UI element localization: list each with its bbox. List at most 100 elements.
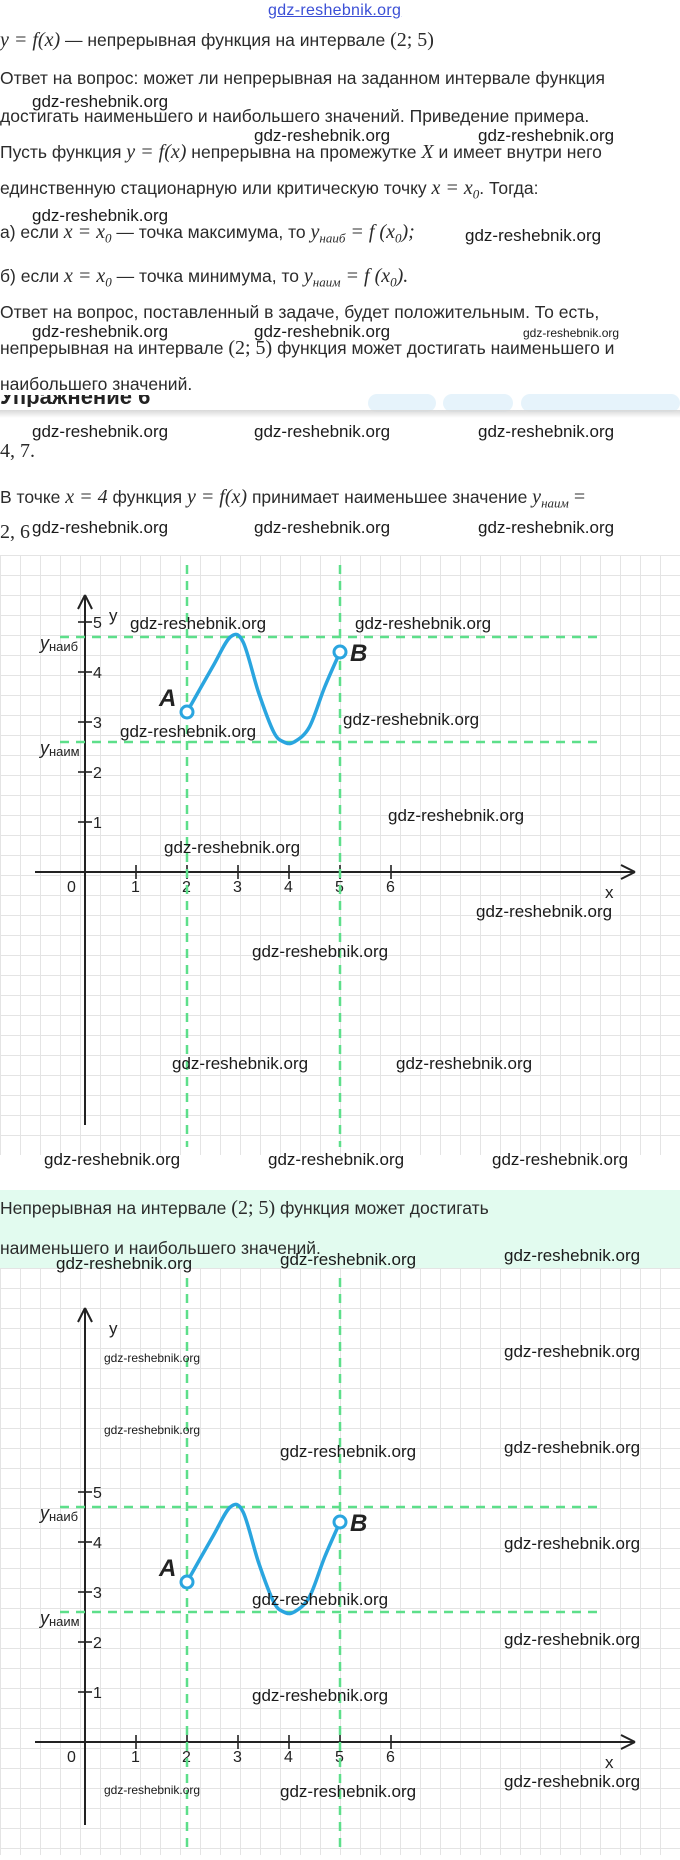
point-marker xyxy=(332,1514,348,1530)
watermark: gdz-reshebnik.org xyxy=(32,322,169,341)
x-axis-arrow xyxy=(620,1734,636,1750)
watermark: gdz-reshebnik.org xyxy=(504,1438,641,1457)
watermark: gdz-reshebnik.org xyxy=(164,838,301,857)
math-expression: y = f(x) xyxy=(0,29,61,51)
point-marker xyxy=(179,704,195,720)
math-subscript: наиб xyxy=(319,230,346,246)
math-interval: (2; 5) xyxy=(228,337,273,359)
text-fragment: единственную стационарную или критическу… xyxy=(0,178,432,198)
x-tick-label: 6 xyxy=(386,879,395,896)
y-min-label-sub: наим xyxy=(49,744,80,759)
math-expression: y xyxy=(303,265,313,287)
exercise-heading: Упражнение 6 xyxy=(0,395,150,407)
math-expression: y = f(x) xyxy=(126,141,187,163)
answer-line-2: непрерывная на интервале (2; 5) функция … xyxy=(0,338,614,358)
paragraph-line-1: Пусть функция y = f(x) непрерывна на про… xyxy=(0,142,602,162)
watermark: gdz-reshebnik.org xyxy=(268,1150,405,1169)
watermark: gdz-reshebnik.org xyxy=(492,1150,629,1169)
x-tick-label: 5 xyxy=(335,1749,344,1766)
math-subscript: наим xyxy=(312,274,341,290)
watermark: gdz-reshebnik.org xyxy=(504,1630,641,1649)
nav-pill[interactable] xyxy=(443,394,513,412)
watermark: gdz-reshebnik.org xyxy=(504,1342,641,1361)
y-max-label: yнаиб xyxy=(38,1503,78,1524)
math-expression: = f (x xyxy=(345,221,395,243)
x-tick-label: 1 xyxy=(131,879,140,896)
text-fragment: непрерывная на интервале xyxy=(0,338,229,358)
value-text: 4, 7. xyxy=(0,440,35,462)
watermark: gdz-reshebnik.org xyxy=(32,206,169,225)
math-expression: = xyxy=(568,486,586,508)
watermark: gdz-reshebnik.org xyxy=(280,1250,417,1269)
point-label: A xyxy=(158,1555,176,1582)
site-link[interactable]: gdz-reshebnik.org xyxy=(268,2,402,19)
math-expression: ); xyxy=(401,221,415,243)
graph-panel-2: x y 0 1 2 3 4 5 6 1 2 3 4 5 yнаиб yнаим A B xyxy=(0,1268,680,1855)
watermark: gdz-reshebnik.org xyxy=(252,1590,389,1609)
function-curve xyxy=(185,632,342,746)
point-label: B xyxy=(350,1510,367,1537)
watermark: gdz-reshebnik.org xyxy=(56,1254,193,1273)
question-line-1: Ответ на вопрос: может ли непрерывная на… xyxy=(0,68,605,88)
question-line-2: достигать наименьшего и наибольшего знач… xyxy=(0,106,590,126)
math-interval: (2; 5) xyxy=(231,1197,276,1219)
watermark: gdz-reshebnik.org xyxy=(254,422,391,441)
watermark: gdz-reshebnik.org xyxy=(32,422,169,441)
y-min-label-sub: наим xyxy=(49,1614,80,1629)
nav-pill[interactable] xyxy=(521,394,680,412)
watermark: gdz-reshebnik.org xyxy=(104,1351,201,1365)
y-tick-label: 1 xyxy=(93,815,102,832)
case-a: а) если x = x0 — точка максимума, то yна… xyxy=(0,222,415,249)
math-expression: x = x xyxy=(63,221,106,243)
math-expression: X xyxy=(421,141,434,163)
watermark: gdz-reshebnik.org xyxy=(172,1054,309,1073)
function-curve xyxy=(185,1502,342,1616)
watermark: gdz-reshebnik.org xyxy=(120,722,257,741)
header-shadow xyxy=(0,410,680,418)
x-tick-label: 3 xyxy=(233,879,242,896)
y-tick-label: 3 xyxy=(93,1585,102,1602)
x-tick-label: 2 xyxy=(182,1749,191,1766)
watermark: gdz-reshebnik.org xyxy=(104,1783,201,1797)
conclusion-box xyxy=(0,1190,680,1268)
text-fragment: и имеет внутри него xyxy=(433,142,602,162)
watermark: gdz-reshebnik.org xyxy=(478,422,615,441)
math-subscript: 0 xyxy=(472,186,480,202)
math-expression: y = f(x) xyxy=(186,486,248,508)
point-line: В точке x = 4 функция y = f(x) принимает… xyxy=(0,487,585,514)
point-label: A xyxy=(158,685,176,712)
point-marker xyxy=(179,1574,195,1590)
text-fragment: Пусть функция xyxy=(0,142,127,162)
y-tick-label: 2 xyxy=(93,765,102,782)
y-tick-label: 4 xyxy=(93,1535,102,1552)
y-min-label: yнаим xyxy=(38,738,80,759)
watermark: gdz-reshebnik.org xyxy=(252,1686,389,1705)
text-fragment: функция может достигать xyxy=(275,1198,489,1218)
case-b: б) если x = x0 — точка минимума, то yнаи… xyxy=(0,266,408,293)
math-expression: y xyxy=(310,221,320,243)
conclusion-line-1: Непрерывная на интервале (2; 5) функция … xyxy=(0,1198,489,1218)
x-axis-label: x xyxy=(605,883,614,902)
y-tick-label: 5 xyxy=(93,1485,102,1502)
watermark: gdz-reshebnik.org xyxy=(130,614,267,633)
math-interval: (2; 5) xyxy=(390,29,434,51)
y-max-label-sub: наиб xyxy=(49,1509,78,1524)
watermark: gdz-reshebnik.org xyxy=(280,1782,417,1801)
watermark: gdz-reshebnik.org xyxy=(396,1054,533,1073)
y-axis-arrow xyxy=(77,594,93,610)
origin-label: 0 xyxy=(67,1749,76,1766)
watermark: gdz-reshebnik.org xyxy=(504,1534,641,1553)
y-min-label: yнаим xyxy=(38,1608,80,1629)
origin-label: 0 xyxy=(67,879,76,896)
y-tick-label: 1 xyxy=(93,1685,102,1702)
watermark: gdz-reshebnik.org xyxy=(504,1772,641,1791)
watermark: gdz-reshebnik.org xyxy=(32,518,169,537)
function-definition: y = f(x) — непрерывная функция на интерв… xyxy=(0,30,434,50)
x-axis-arrow xyxy=(620,864,636,880)
math-expression: x = x xyxy=(64,265,106,287)
nav-pill[interactable] xyxy=(368,394,436,412)
watermark: gdz-reshebnik.org xyxy=(478,518,615,537)
watermark: gdz-reshebnik.org xyxy=(32,92,169,111)
answer-line-3: наибольшего значений. xyxy=(0,374,193,394)
